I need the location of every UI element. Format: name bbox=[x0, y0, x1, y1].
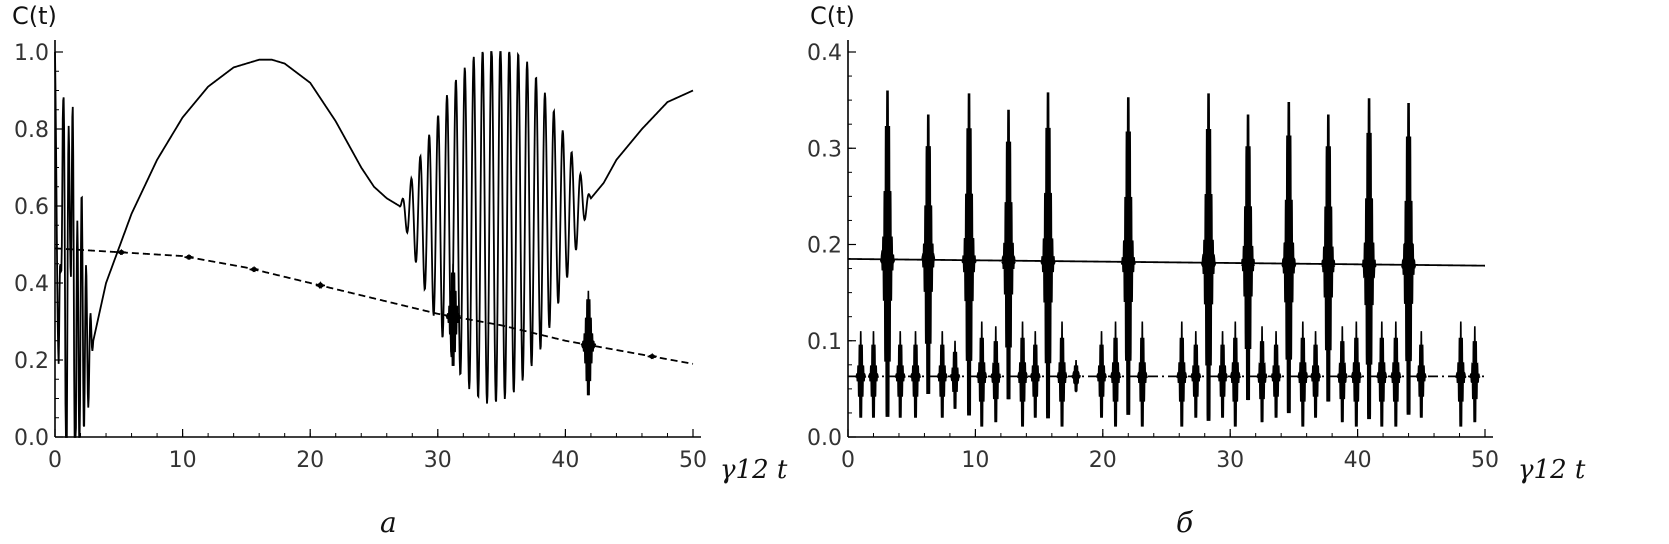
x-tick-label: 20 bbox=[1089, 448, 1117, 473]
panel-a-caption: a bbox=[380, 506, 397, 539]
burst-packet bbox=[1469, 326, 1481, 423]
panel-a-xlabel: γ12 t bbox=[720, 455, 788, 485]
panel-b: C(t) γ12 t б 0 10 20 30 40 50 0.0 0.1 0.2 0.3 0.4 bbox=[807, 2, 1586, 539]
burst-packet bbox=[1016, 321, 1029, 427]
burst-packet bbox=[936, 331, 948, 418]
burst-packet bbox=[1297, 321, 1309, 427]
x-tick-label: 40 bbox=[1344, 448, 1372, 473]
panel-b-ylabel: C(t) bbox=[810, 2, 855, 30]
burst-packet bbox=[1176, 321, 1188, 427]
burst-packet bbox=[867, 331, 880, 418]
series-curve bbox=[54, 247, 694, 365]
burst-packet bbox=[976, 321, 988, 427]
burst-packet bbox=[1095, 331, 1108, 418]
y-tick-label: 0.4 bbox=[14, 272, 49, 297]
burst-packet bbox=[855, 331, 867, 418]
burst-packet bbox=[1040, 92, 1056, 419]
burst-packet bbox=[1361, 98, 1377, 420]
burst-packet bbox=[1109, 321, 1122, 427]
burst-packet bbox=[990, 326, 1002, 423]
y-tick-label: 0.2 bbox=[14, 349, 49, 374]
burst-packet bbox=[1270, 331, 1282, 418]
panel-b-xlabel: γ12 t bbox=[1518, 455, 1586, 485]
x-tick-label: 10 bbox=[961, 448, 989, 473]
burst-packet bbox=[909, 331, 922, 418]
series-dash-dot bbox=[848, 321, 1485, 427]
series-curve bbox=[54, 51, 694, 438]
y-tick-label: 0.2 bbox=[807, 234, 842, 259]
burst-packet bbox=[1229, 321, 1242, 427]
y-tick-label: 0.3 bbox=[807, 137, 842, 162]
y-tick-label: 0.8 bbox=[14, 118, 49, 143]
burst-packet bbox=[1120, 97, 1136, 415]
burst-packet bbox=[1240, 114, 1256, 401]
panel-a-ylabel: C(t) bbox=[12, 2, 57, 30]
burst-packet bbox=[116, 248, 127, 256]
burst-packet bbox=[1071, 359, 1081, 393]
burst-packet bbox=[1029, 331, 1041, 418]
burst-packet bbox=[1390, 321, 1402, 427]
burst-packet bbox=[1455, 321, 1467, 427]
burst-packet bbox=[1281, 102, 1297, 414]
x-tick-label: 30 bbox=[1216, 448, 1244, 473]
burst-packet bbox=[445, 263, 461, 366]
x-tick-label: 30 bbox=[424, 448, 452, 473]
burst-packet bbox=[1401, 103, 1417, 415]
series-curve bbox=[848, 258, 1486, 267]
burst-packet bbox=[1216, 331, 1229, 418]
x-tick-label: 10 bbox=[169, 448, 197, 473]
x-tick-label: 40 bbox=[551, 448, 579, 473]
panel-a: C(t) γ12 t a 0 10 20 30 40 50 0.0 0.2 0.4 0.6 0.8 1… bbox=[12, 2, 788, 539]
burst-packet bbox=[1350, 321, 1363, 427]
x-tick-label: 0 bbox=[841, 448, 855, 473]
burst-packet bbox=[1321, 114, 1336, 402]
x-tick-label: 50 bbox=[1471, 448, 1499, 473]
burst-packet bbox=[1136, 321, 1149, 427]
x-tick-label: 50 bbox=[679, 448, 707, 473]
burst-packet bbox=[184, 253, 194, 260]
x-tick-label: 0 bbox=[48, 448, 62, 473]
burst-packet bbox=[315, 281, 326, 289]
burst-packet bbox=[647, 352, 657, 360]
burst-packet bbox=[949, 340, 961, 409]
series-dashed bbox=[54, 247, 694, 396]
burst-packet bbox=[894, 331, 906, 418]
burst-packet bbox=[580, 290, 597, 396]
burst-packet bbox=[961, 93, 977, 416]
y-tick-label: 0.0 bbox=[807, 426, 842, 451]
y-tick-label: 0.0 bbox=[14, 426, 49, 451]
burst-packet bbox=[1336, 326, 1349, 423]
burst-packet bbox=[1415, 331, 1427, 418]
x-tick-label: 20 bbox=[296, 448, 324, 473]
y-tick-label: 0.4 bbox=[807, 41, 842, 66]
burst-packet bbox=[1056, 321, 1068, 427]
burst-packet bbox=[1376, 321, 1388, 427]
panel-b-caption: б bbox=[1176, 506, 1194, 539]
series-solid bbox=[848, 90, 1486, 421]
burst-packet bbox=[1190, 331, 1202, 418]
y-tick-label: 1.0 bbox=[14, 41, 49, 66]
burst-packet bbox=[249, 265, 259, 273]
y-tick-label: 0.1 bbox=[807, 330, 842, 355]
burst-packet bbox=[1001, 109, 1016, 400]
series-solid bbox=[54, 51, 694, 438]
burst-packet bbox=[1309, 331, 1322, 418]
y-tick-label: 0.6 bbox=[14, 195, 49, 220]
burst-packet bbox=[1201, 93, 1217, 421]
burst-packet bbox=[1256, 326, 1268, 423]
burst-packet bbox=[921, 114, 936, 395]
burst-packet bbox=[879, 90, 896, 417]
